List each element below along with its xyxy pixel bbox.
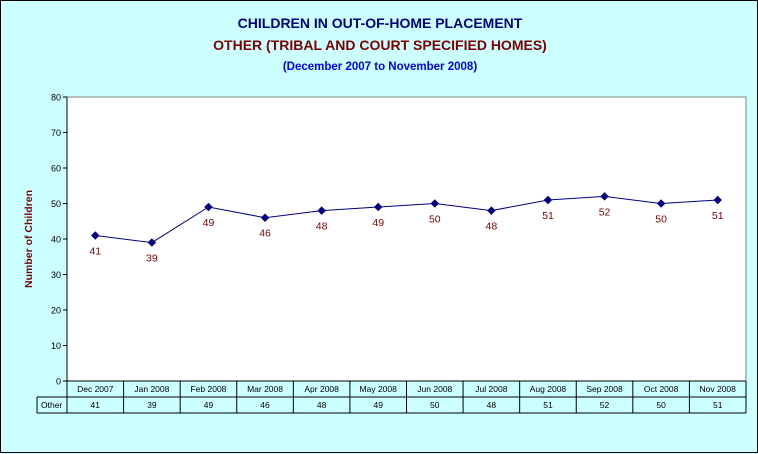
chart-title: CHILDREN IN OUT-OF-HOME PLACEMENT xyxy=(237,15,523,31)
data-point xyxy=(317,206,326,215)
y-tick-label: 20 xyxy=(51,306,61,316)
x-category-label: May 2008 xyxy=(360,384,398,394)
data-point xyxy=(91,231,100,240)
x-category-label: Apr 2008 xyxy=(304,384,339,394)
data-point xyxy=(430,199,440,208)
y-tick-label: 80 xyxy=(51,93,61,103)
data-label: 52 xyxy=(599,206,611,218)
y-tick-label: 70 xyxy=(51,128,61,138)
table-cell-value: 46 xyxy=(260,400,270,410)
data-point xyxy=(204,202,213,212)
data-label: 46 xyxy=(259,228,271,240)
data-point xyxy=(260,213,270,222)
table-cell-value: 50 xyxy=(430,400,440,410)
data-point xyxy=(487,206,496,215)
y-tick-label: 0 xyxy=(56,377,61,387)
table-cell-value: 50 xyxy=(656,400,666,410)
data-label: 49 xyxy=(203,217,215,229)
x-category-label: Jan 2008 xyxy=(134,384,169,394)
y-tick-label: 50 xyxy=(51,199,61,209)
x-category-label: Sep 2008 xyxy=(586,384,623,394)
data-point xyxy=(147,238,157,247)
chart-date-range: (December 2007 to November 2008) xyxy=(282,61,478,73)
data-label: 50 xyxy=(429,214,441,226)
chart-subtitle: OTHER (TRIBAL AND COURT SPECIFIED HOMES) xyxy=(213,37,547,53)
x-category-label: Feb 2008 xyxy=(190,384,226,394)
table-cell-value: 39 xyxy=(147,400,157,410)
table-cell-value: 48 xyxy=(317,400,327,410)
data-point xyxy=(373,202,383,212)
y-tick-label: 10 xyxy=(51,341,61,351)
data-label: 48 xyxy=(316,221,328,233)
x-category-label: Jul 2008 xyxy=(475,384,507,394)
data-label: 51 xyxy=(542,210,554,222)
series-line-other xyxy=(95,195,718,244)
data-label: 50 xyxy=(655,214,667,226)
table-cell-value: 41 xyxy=(91,400,101,410)
table-cell-value: 52 xyxy=(600,400,610,410)
x-category-label: Oct 2008 xyxy=(644,384,679,394)
x-category-label: Dec 2007 xyxy=(77,384,114,394)
x-category-label: Mar 2008 xyxy=(247,384,283,394)
x-category-label: Nov 2008 xyxy=(700,384,737,394)
data-label: 49 xyxy=(372,217,384,229)
data-label: 51 xyxy=(712,210,724,222)
table-cell-value: 51 xyxy=(713,400,723,410)
table-cell-value: 51 xyxy=(543,400,553,410)
y-tick-label: 30 xyxy=(51,270,61,280)
data-label: 39 xyxy=(146,253,158,265)
table-cell-value: 48 xyxy=(487,400,497,410)
y-tick-label: 60 xyxy=(51,164,61,174)
data-label: 41 xyxy=(89,245,101,257)
plot-area xyxy=(66,96,747,382)
x-category-label: Aug 2008 xyxy=(530,384,567,394)
data-label: 48 xyxy=(486,221,498,233)
table-cell-value: 49 xyxy=(373,400,383,410)
x-category-label: Jun 2008 xyxy=(417,384,452,394)
y-tick-label: 40 xyxy=(51,235,61,245)
table-cell-value: 49 xyxy=(204,400,214,410)
table-series-name: Other xyxy=(41,400,62,410)
y-axis-title: Number of Children xyxy=(23,190,35,288)
